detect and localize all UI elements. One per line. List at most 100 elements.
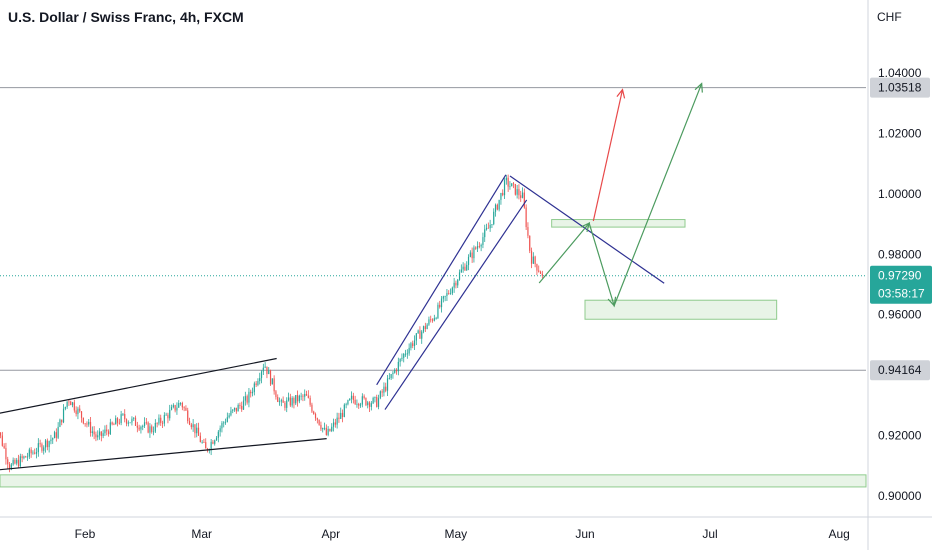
projection-bull-path[interactable] <box>538 83 703 308</box>
candle-body <box>390 374 392 379</box>
candle-body <box>435 317 437 319</box>
candle-252 <box>444 295 446 302</box>
candle-body <box>102 433 104 436</box>
time-axis[interactable]: Feb Mar Apr May Jun Jul Aug <box>0 516 932 541</box>
candle-body <box>476 246 479 249</box>
candle-body <box>251 391 254 394</box>
candle-body <box>521 192 524 198</box>
zone-2[interactable] <box>584 299 778 320</box>
trendline-wedge-upper[interactable] <box>0 357 277 415</box>
candle-290 <box>512 181 515 189</box>
candle-21 <box>28 447 30 459</box>
candle-body <box>176 407 178 411</box>
candle-body <box>138 427 140 430</box>
candle-143 <box>248 388 250 408</box>
candle-35 <box>53 430 56 439</box>
candle-body <box>394 369 396 373</box>
candle-body <box>246 396 248 403</box>
candle-226 <box>397 357 399 376</box>
candle-body <box>509 186 511 188</box>
time-tick-label: Aug <box>828 527 849 541</box>
candle-body <box>273 378 275 392</box>
candle-body <box>70 401 72 406</box>
candle-body <box>316 418 318 420</box>
candle-71 <box>118 418 120 425</box>
candle-104 <box>178 400 180 408</box>
candle-282 <box>498 199 500 212</box>
candle-30 <box>44 439 47 453</box>
candle-body <box>343 404 345 417</box>
candle-19 <box>25 455 27 458</box>
candle-body <box>437 304 439 318</box>
candle-222 <box>390 373 392 380</box>
candle-129 <box>223 421 225 428</box>
candle-241 <box>424 322 426 332</box>
last-price-tag[interactable] <box>870 265 932 304</box>
candle-body <box>3 445 5 449</box>
candle-body <box>325 427 327 435</box>
candle-64 <box>106 424 108 436</box>
candle-253 <box>446 289 448 302</box>
candle-97 <box>165 412 167 416</box>
candle-body <box>93 431 95 435</box>
candle-215 <box>377 394 380 410</box>
candle-body <box>412 343 414 346</box>
candle-body <box>161 422 164 424</box>
candle-body <box>7 459 9 465</box>
candle-123 <box>212 439 214 445</box>
candle-193 <box>338 412 340 423</box>
candle-163 <box>284 400 286 411</box>
candle-147 <box>255 381 257 388</box>
candle-305 <box>539 270 542 274</box>
candle-body <box>444 296 446 297</box>
candle-27 <box>39 439 41 448</box>
candle-149 <box>259 372 261 385</box>
price-level-tag[interactable] <box>870 77 930 98</box>
candle-260 <box>458 269 461 281</box>
trendline-channel-upper[interactable] <box>376 174 507 386</box>
candle-body <box>26 456 29 458</box>
trendline-channel-lower[interactable] <box>384 199 528 410</box>
candle-79 <box>133 417 135 421</box>
candle-body <box>502 192 504 196</box>
projection-bear-target[interactable] <box>592 89 624 222</box>
candle-264 <box>466 261 468 271</box>
candle-249 <box>439 300 441 309</box>
candle-body <box>125 419 128 424</box>
candle-body <box>217 431 219 438</box>
candle-body <box>115 418 117 425</box>
candle-205 <box>359 402 362 408</box>
zone-1[interactable] <box>551 219 686 228</box>
candle-body <box>413 340 416 346</box>
candle-body <box>428 319 430 325</box>
candle-7 <box>3 443 5 449</box>
candle-5 <box>0 432 2 439</box>
candle-95 <box>161 420 164 428</box>
candle-body <box>467 256 470 265</box>
candle-167 <box>291 396 293 408</box>
candle-224 <box>394 368 396 374</box>
candle-body <box>439 304 441 308</box>
candle-body <box>529 235 531 251</box>
trendline-wedge-lower[interactable] <box>0 437 327 471</box>
candle-276 <box>487 222 489 229</box>
candle-body <box>298 395 300 402</box>
candle-body <box>25 456 27 458</box>
zone-3[interactable] <box>0 474 867 488</box>
price-axis[interactable]: CHF 1.04000 1.02000 1.00000 0.98000 0.96000 0.… <box>867 0 932 550</box>
candle-body <box>520 195 522 198</box>
candle-20 <box>26 452 29 461</box>
candle-body <box>100 431 102 436</box>
candle-28 <box>41 442 43 453</box>
candle-body <box>372 397 374 404</box>
candle-286 <box>505 174 507 185</box>
candle-295 <box>521 187 524 199</box>
candle-body <box>165 414 167 416</box>
price-level-tag[interactable] <box>870 360 930 381</box>
candle-body <box>61 419 63 423</box>
projection-arrowhead <box>580 222 591 233</box>
candle-152 <box>264 362 266 369</box>
candle-32 <box>48 440 50 453</box>
candle-body <box>75 410 77 415</box>
